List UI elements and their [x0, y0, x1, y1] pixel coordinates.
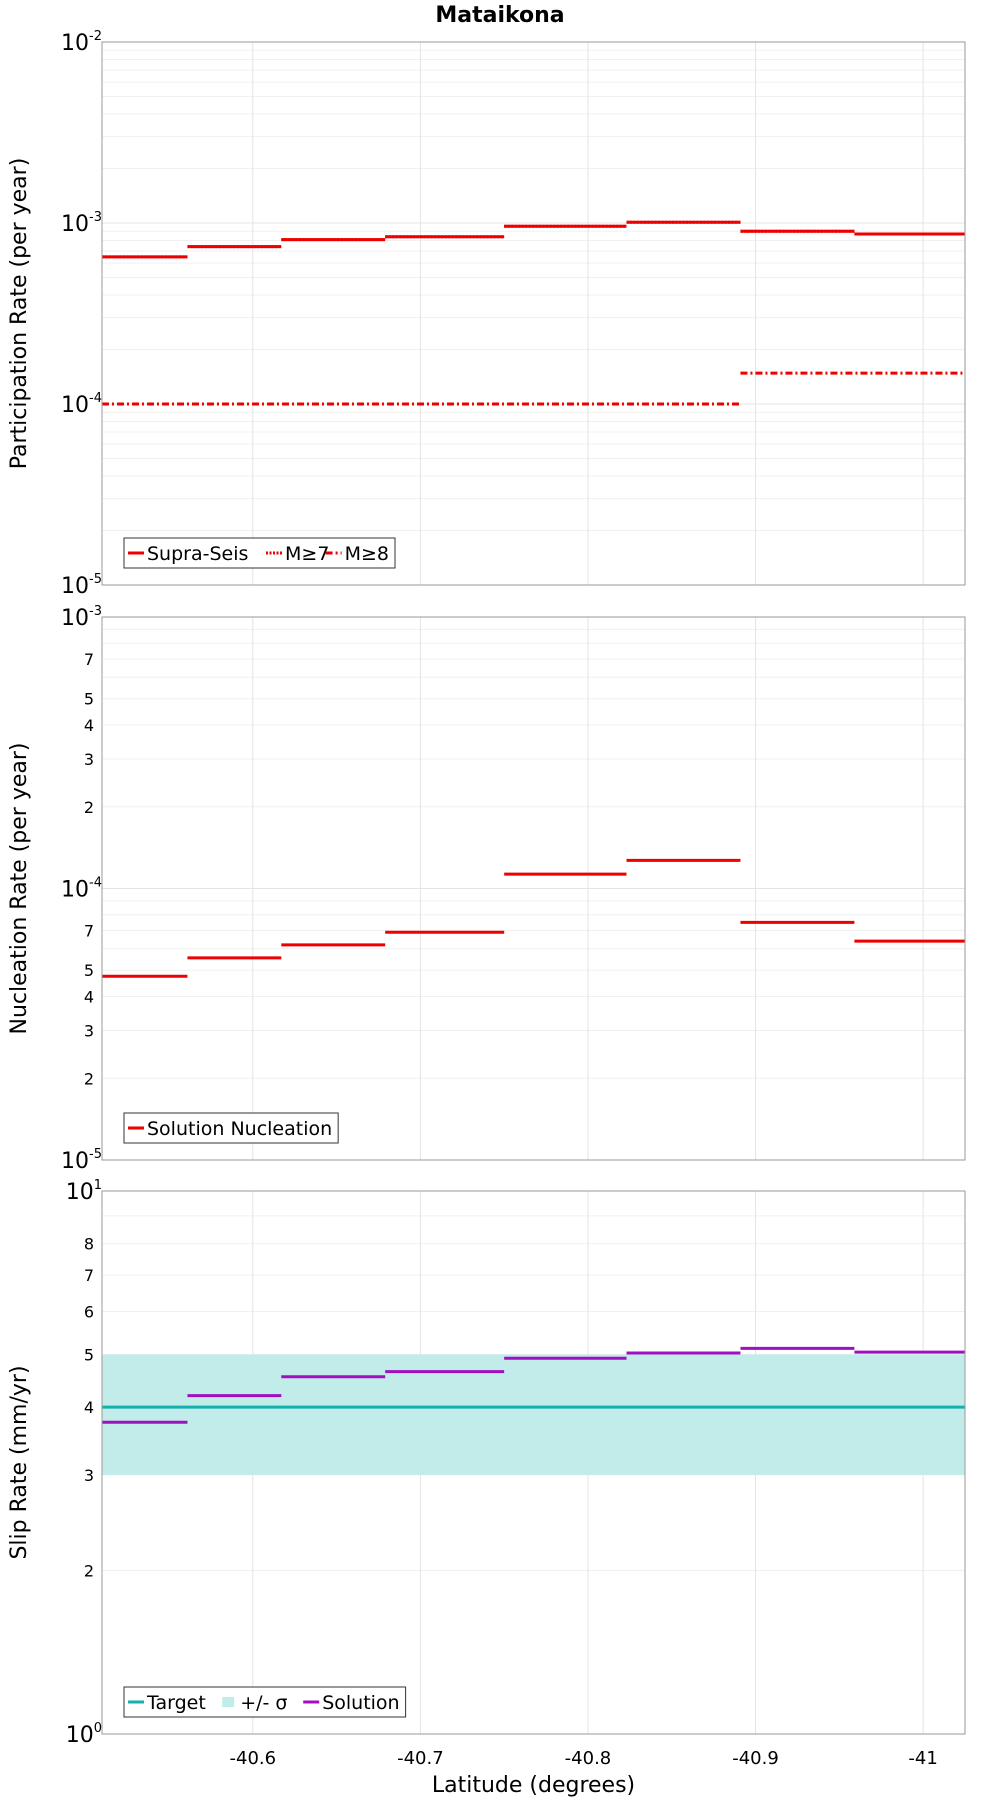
y-minor-tick-label: 4 — [84, 1398, 94, 1417]
series-m-8 — [102, 371, 965, 406]
series-solution-nucleation — [102, 858, 965, 978]
legend-box — [123, 1686, 407, 1718]
grid — [102, 616, 965, 1161]
legend: Target +/- σ Solution — [123, 1686, 407, 1718]
sigma-band — [102, 1354, 965, 1475]
series-m-7 — [102, 220, 965, 259]
y-minor-tick-label: 7 — [84, 922, 94, 941]
legend-swatch — [222, 1697, 235, 1707]
y-minor-tick-label: 4 — [84, 716, 94, 735]
y-minor-tick-label: 5 — [84, 961, 94, 980]
legend-box — [123, 1112, 339, 1144]
y-minor-tick-label: 4 — [84, 988, 94, 1007]
y-minor-tick-label: 5 — [84, 690, 94, 709]
y-tick-label: 10-3 — [61, 210, 102, 237]
legend-label: Solution — [322, 1692, 399, 1714]
y-tick-label: 10-5 — [61, 1147, 102, 1174]
x-tick-label: -40.9 — [732, 1748, 779, 1769]
y-tick-label: 10-3 — [61, 604, 102, 631]
y-tick-label: 101 — [66, 1178, 102, 1205]
y-tick-label: 10-2 — [61, 29, 102, 56]
plot-frame — [101, 616, 966, 1161]
legend-label: Target — [146, 1692, 206, 1714]
y-tick-label: 10-4 — [61, 391, 102, 418]
legend-box — [123, 537, 396, 569]
y-minor-tick-label: 2 — [84, 798, 94, 817]
y-minor-tick-label: 5 — [84, 1345, 94, 1364]
y-tick-label: 10-4 — [61, 876, 102, 903]
y-axis-label: Slip Rate (mm/yr) — [7, 1365, 32, 1559]
legend-label: M≥8 — [345, 543, 389, 565]
y-axis-label: Nucleation Rate (per year) — [7, 743, 32, 1035]
legend-label: +/- σ — [240, 1692, 287, 1714]
plot-frame — [101, 1190, 966, 1735]
legend-label: Supra-Seis — [147, 543, 248, 565]
y-minor-tick-label: 3 — [84, 1021, 94, 1040]
legend: Supra-Seis M≥7 M≥8 — [123, 537, 396, 569]
legend-label: M≥7 — [285, 543, 329, 565]
x-axis-label: Latitude (degrees) — [432, 1773, 635, 1798]
panel-3: 100 101 2 3 4 5 6 7 8 -40.6 -40.7 -40.8 -40.9 -41 Slip… — [7, 1178, 966, 1798]
y-minor-tick-label: 2 — [84, 1562, 94, 1581]
y-minor-tick-label: 3 — [84, 750, 94, 769]
plot-frame — [101, 41, 966, 586]
y-tick-label: 100 — [66, 1721, 102, 1748]
y-minor-tick-label: 8 — [84, 1235, 94, 1254]
x-tick-label: -40.7 — [397, 1748, 444, 1769]
series-solution — [102, 1346, 965, 1424]
y-axis-label: Participation Rate (per year) — [7, 158, 32, 470]
legend-label: Solution Nucleation — [147, 1118, 332, 1140]
panel-2: 10-5 10-4 10-3 2 3 4 5 7 2 3 4 5 7 Nucleation Rate (p… — [7, 604, 966, 1174]
y-minor-tick-label: 6 — [84, 1302, 94, 1321]
x-tick-label: -40.8 — [565, 1748, 612, 1769]
x-tick-label: -40.6 — [230, 1748, 277, 1769]
y-minor-tick-label: 7 — [84, 650, 94, 669]
y-minor-tick-label: 3 — [84, 1466, 94, 1485]
y-minor-tick-label: 7 — [84, 1266, 94, 1285]
y-minor-tick-label: 2 — [84, 1069, 94, 1088]
x-tick-label: -41 — [908, 1748, 937, 1769]
chart-title: Mataikona — [435, 3, 564, 28]
grid — [102, 41, 965, 586]
chart-panels: 10-5 10-4 10-3 10-2 Participation Rate (per … — [7, 29, 966, 1798]
panel-1: 10-5 10-4 10-3 10-2 Participation Rate (per … — [7, 29, 966, 599]
y-tick-label: 10-5 — [61, 572, 102, 599]
legend: Solution Nucleation — [123, 1112, 339, 1144]
